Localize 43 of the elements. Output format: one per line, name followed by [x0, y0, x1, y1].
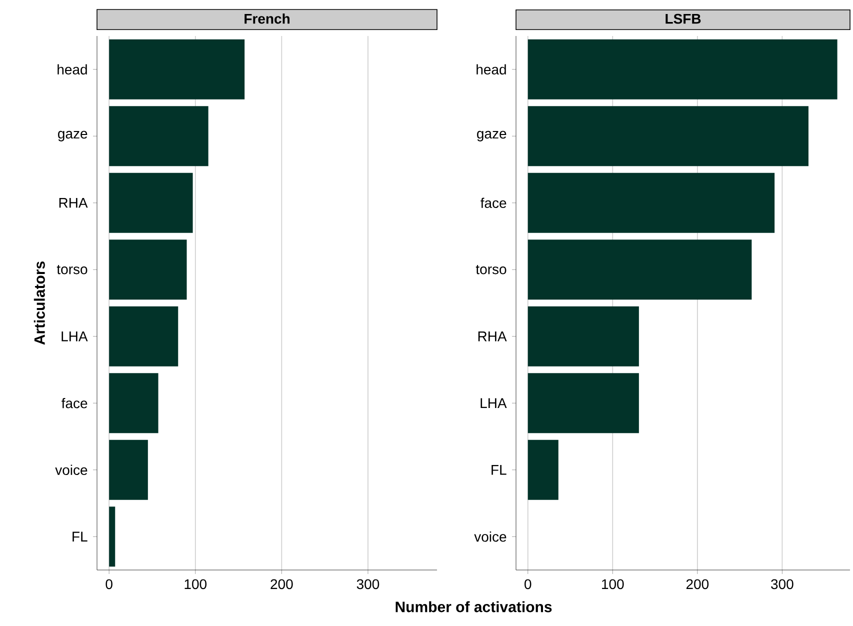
bar: [109, 172, 193, 233]
x-tick-label: 100: [184, 579, 207, 590]
bar: [528, 373, 639, 434]
y-tick-label: LHA: [480, 398, 507, 408]
bar: [109, 240, 187, 300]
y-tick-label: voice: [474, 531, 506, 542]
y-tick-label: torso: [56, 265, 88, 274]
bar: [109, 440, 148, 500]
y-tick-label: head: [58, 64, 87, 75]
y-tick-label: RHA: [59, 198, 88, 208]
y-tick-label: face: [62, 398, 88, 408]
y-tick-label: FL: [72, 532, 88, 542]
x-tick-label: 0: [524, 579, 532, 590]
y-tick-label: LHA: [62, 332, 88, 342]
y-tick-label: gaze: [58, 130, 88, 142]
y-tick-label: RHA: [478, 332, 507, 342]
y-axis-title: Articulators: [34, 262, 45, 345]
chart-title: French: [244, 13, 290, 24]
bar: [109, 373, 158, 434]
y-tick-label: gaze: [477, 130, 506, 142]
x-tick-label: 100: [602, 579, 624, 590]
y-tick-label: face: [480, 198, 506, 208]
bar: [109, 306, 178, 366]
bar: [528, 106, 808, 166]
bar: [528, 240, 752, 300]
x-tick-label: 300: [771, 579, 794, 590]
bar: [528, 440, 558, 500]
x-tick-label: 200: [270, 579, 293, 590]
bar: [528, 172, 775, 233]
bar: [528, 39, 838, 100]
x-axis-title: Number of activations: [396, 601, 552, 612]
y-tick-label: FL: [492, 465, 506, 475]
x-tick-label: 0: [106, 579, 112, 590]
x-tick-label: 200: [686, 579, 709, 590]
x-tick-label: 300: [356, 579, 380, 590]
y-tick-label: torso: [476, 265, 506, 274]
bar: [109, 39, 245, 100]
y-tick-label: voice: [55, 464, 88, 476]
bar: [528, 306, 639, 366]
chart-title: LSFB: [666, 14, 701, 24]
bar: [109, 506, 116, 567]
y-tick-label: head: [476, 64, 506, 75]
bar: [109, 106, 208, 166]
